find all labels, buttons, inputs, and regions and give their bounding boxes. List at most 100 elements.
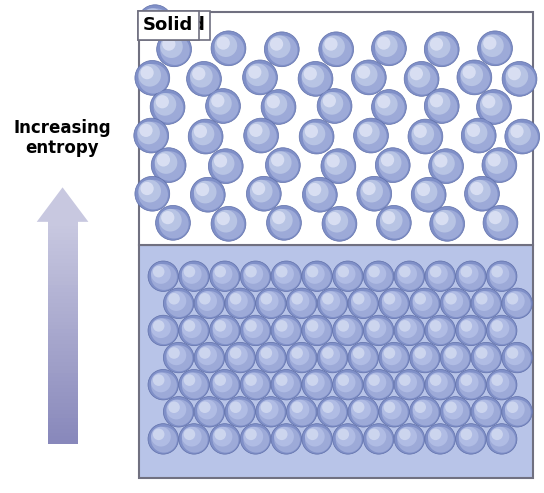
Ellipse shape [410,67,423,80]
Ellipse shape [135,176,170,211]
Ellipse shape [379,288,409,318]
Bar [48,229,78,233]
Ellipse shape [243,427,269,453]
Ellipse shape [148,315,178,346]
Ellipse shape [456,423,486,454]
Ellipse shape [289,400,316,425]
Bar [48,232,78,237]
Ellipse shape [137,122,160,144]
Ellipse shape [271,261,301,291]
Bar [48,381,78,385]
Ellipse shape [182,264,208,290]
Ellipse shape [157,153,170,167]
Ellipse shape [250,180,273,203]
Ellipse shape [305,264,325,284]
Ellipse shape [196,183,209,196]
Ellipse shape [268,35,298,65]
Ellipse shape [197,400,223,425]
Ellipse shape [209,423,240,454]
Ellipse shape [228,346,254,371]
Ellipse shape [160,35,183,58]
Ellipse shape [302,315,332,346]
Ellipse shape [351,346,377,371]
Ellipse shape [425,261,455,291]
Ellipse shape [150,90,185,124]
Ellipse shape [148,423,178,454]
Ellipse shape [430,207,465,241]
Ellipse shape [424,32,459,67]
Ellipse shape [299,119,334,154]
Ellipse shape [199,293,211,305]
Ellipse shape [209,92,239,122]
Ellipse shape [214,210,244,240]
Bar [48,391,78,395]
Ellipse shape [261,293,272,305]
Ellipse shape [425,369,455,400]
Ellipse shape [246,64,269,86]
Ellipse shape [246,176,281,211]
Bar [48,384,78,388]
Ellipse shape [394,315,425,346]
Ellipse shape [211,207,246,241]
Ellipse shape [240,423,271,454]
Bar [48,402,78,407]
Bar [48,288,78,292]
Ellipse shape [337,428,349,440]
Ellipse shape [276,374,288,386]
Ellipse shape [151,427,171,447]
Ellipse shape [197,346,217,365]
Ellipse shape [443,291,469,317]
Ellipse shape [214,35,244,64]
Ellipse shape [214,320,226,332]
Ellipse shape [440,342,471,373]
Ellipse shape [433,210,463,240]
Ellipse shape [305,125,318,138]
Ellipse shape [240,261,271,291]
Ellipse shape [382,291,407,317]
Bar [48,251,78,255]
Ellipse shape [320,400,346,425]
Ellipse shape [135,61,170,95]
Ellipse shape [252,182,265,195]
Ellipse shape [435,212,449,225]
Ellipse shape [379,151,401,174]
Ellipse shape [209,92,232,115]
Ellipse shape [367,427,392,453]
Ellipse shape [182,318,208,344]
Ellipse shape [457,60,492,95]
Ellipse shape [289,291,316,317]
Ellipse shape [379,396,409,427]
Bar [48,354,78,358]
Ellipse shape [480,93,503,116]
Ellipse shape [243,264,263,284]
Ellipse shape [274,427,300,453]
Ellipse shape [360,180,390,210]
Ellipse shape [228,400,248,420]
Ellipse shape [166,291,193,317]
Ellipse shape [274,264,294,284]
Ellipse shape [357,176,392,211]
Ellipse shape [443,400,463,420]
Ellipse shape [440,396,471,427]
Ellipse shape [270,209,293,232]
Ellipse shape [375,35,405,64]
Ellipse shape [474,400,494,420]
Ellipse shape [137,122,167,151]
Bar [48,310,78,315]
Ellipse shape [413,125,427,138]
Ellipse shape [192,67,206,80]
Ellipse shape [139,124,153,137]
Bar [48,321,78,325]
Ellipse shape [307,428,318,440]
Ellipse shape [322,401,333,413]
Ellipse shape [211,94,225,107]
Ellipse shape [213,318,238,344]
Ellipse shape [459,264,485,290]
Ellipse shape [399,428,411,440]
Ellipse shape [348,396,379,427]
Ellipse shape [163,342,194,373]
Ellipse shape [428,264,448,284]
Ellipse shape [415,293,426,305]
Ellipse shape [382,400,401,420]
Ellipse shape [269,151,299,181]
